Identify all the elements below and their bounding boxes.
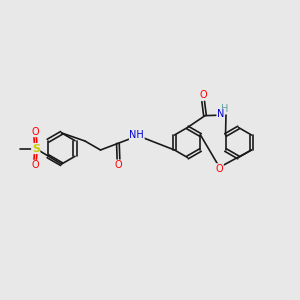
Text: O: O — [216, 164, 223, 174]
Text: S: S — [32, 143, 40, 154]
Text: NH: NH — [129, 130, 144, 140]
Text: N: N — [217, 110, 224, 119]
Text: O: O — [200, 90, 207, 100]
Text: H: H — [220, 104, 228, 114]
Text: O: O — [31, 127, 39, 137]
Text: O: O — [115, 160, 122, 170]
Text: O: O — [31, 160, 39, 170]
